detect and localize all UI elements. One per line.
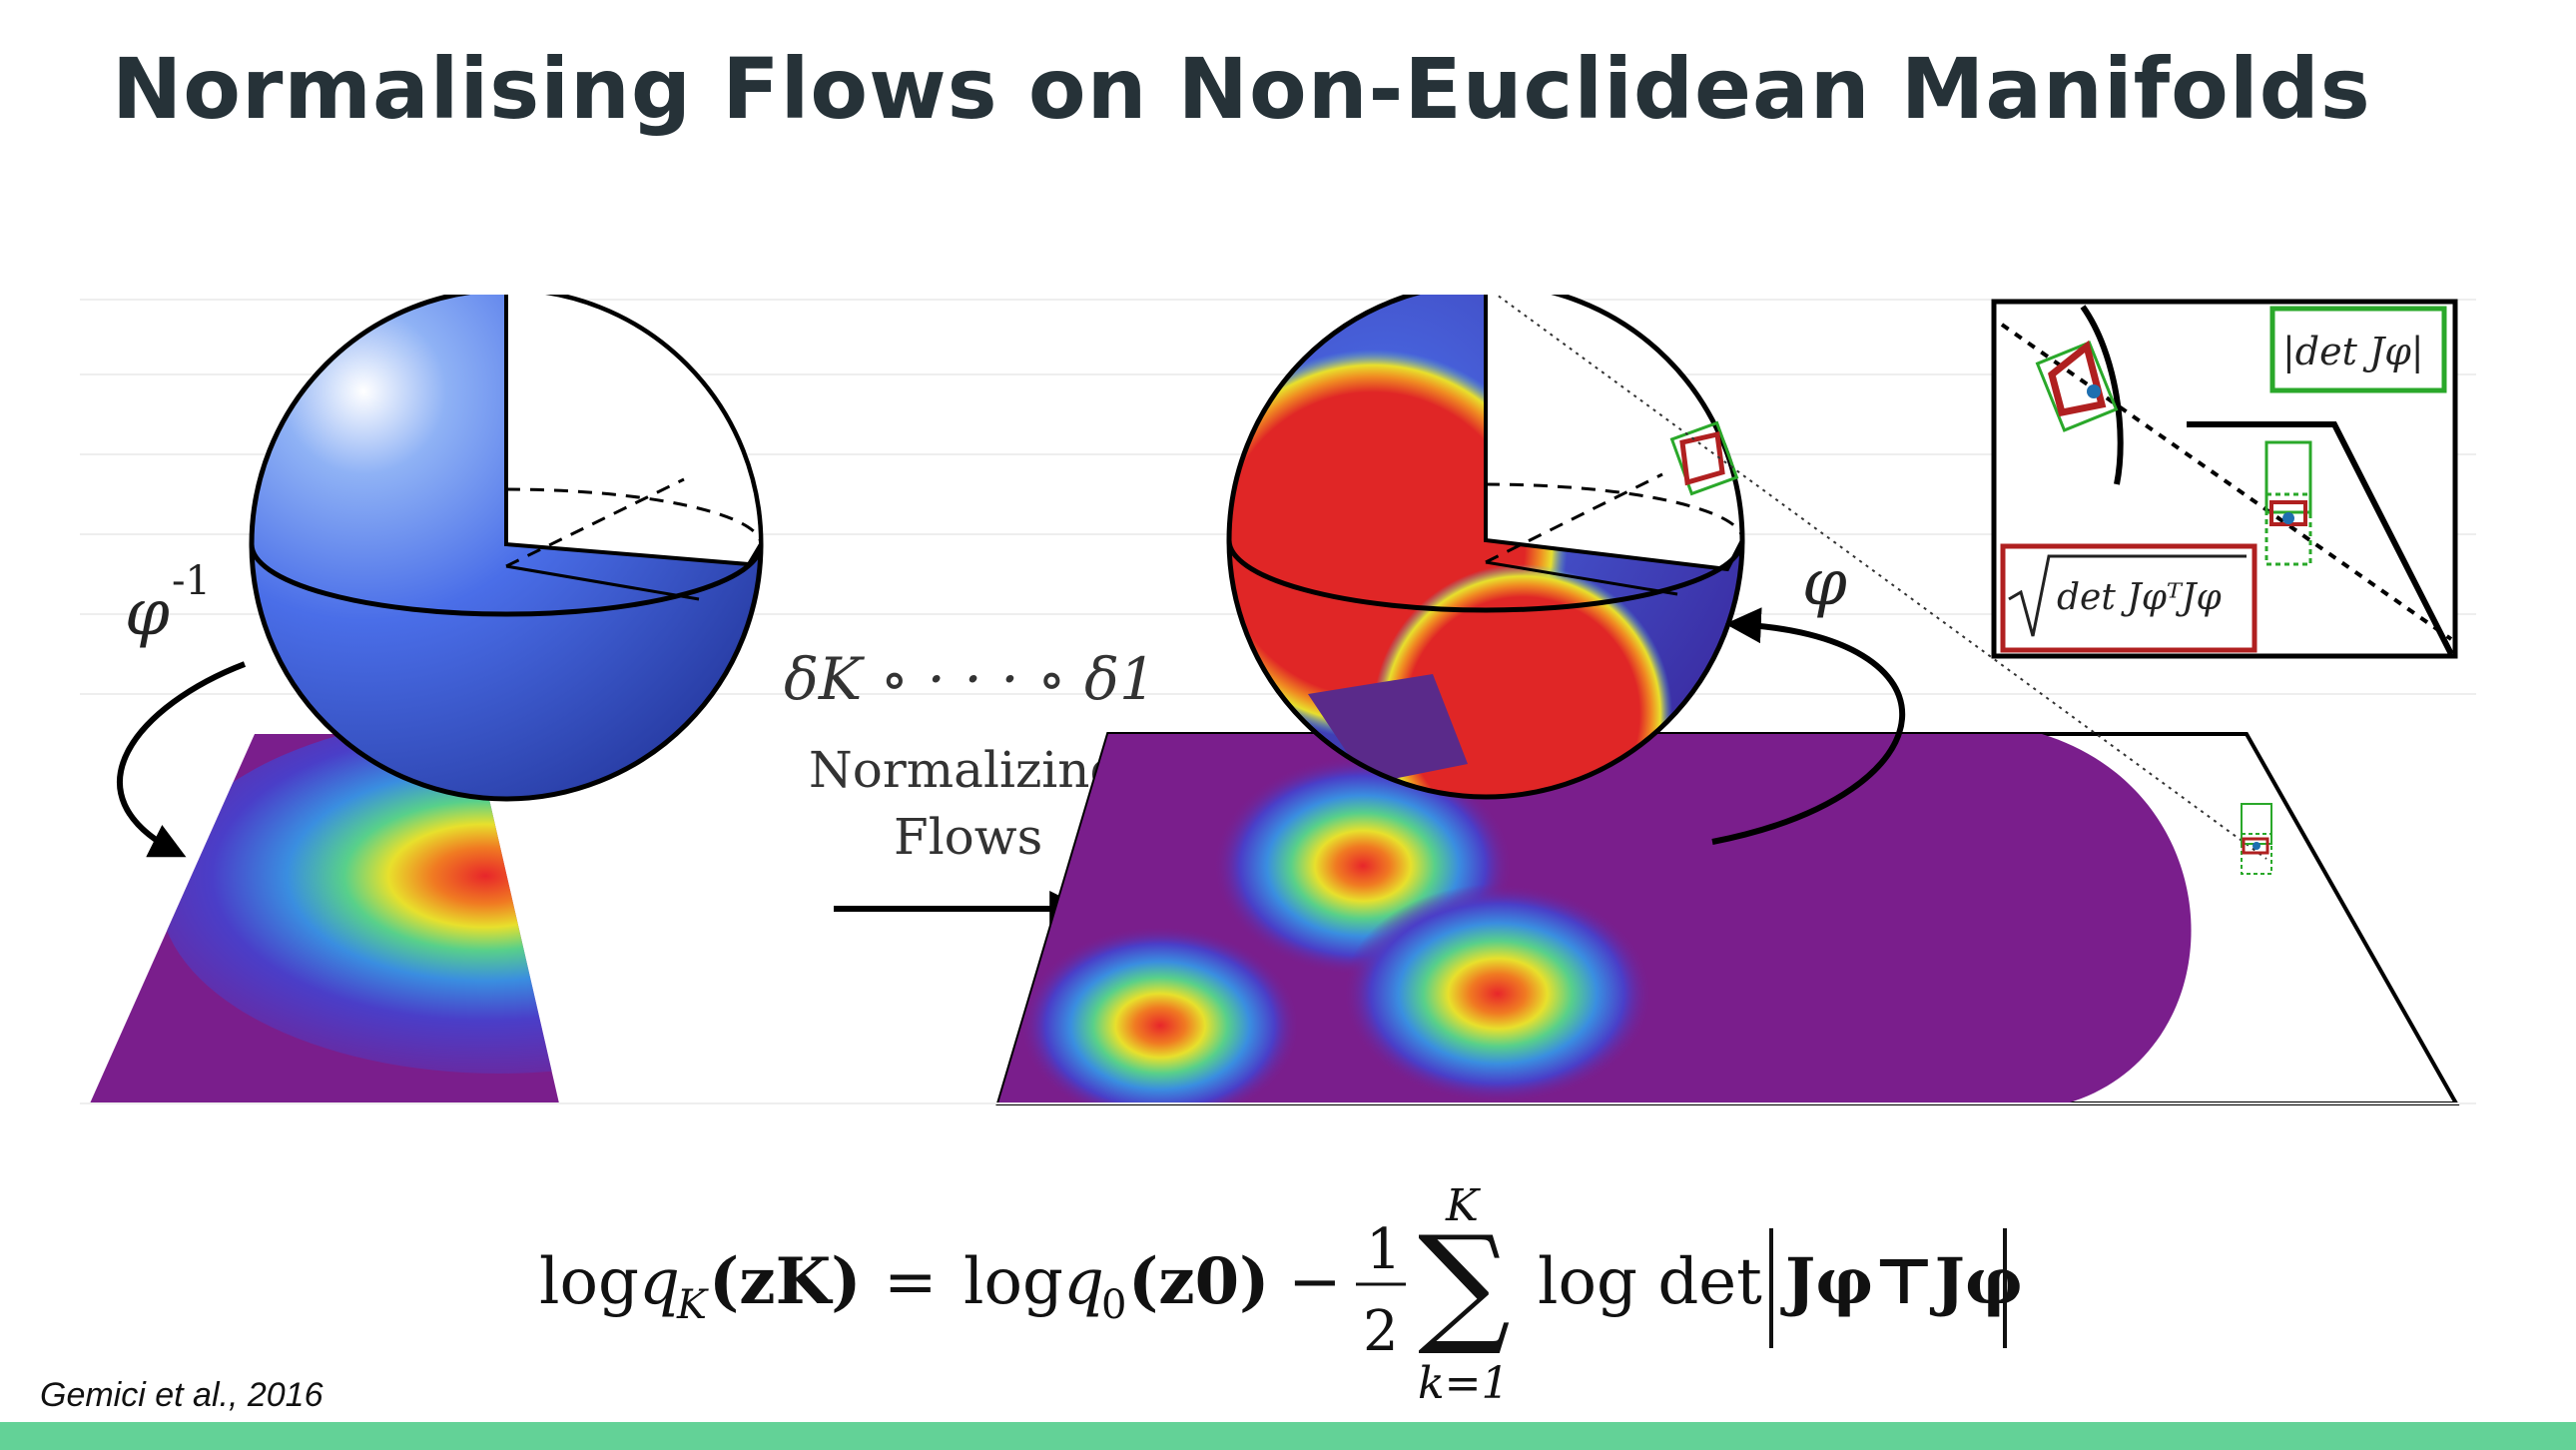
flow-label-line1: Normalizing xyxy=(809,741,1122,799)
projection-line xyxy=(1495,295,2267,860)
eq-frac-num: 1 xyxy=(1366,1217,1402,1282)
eq-rhs-arg: (z0) xyxy=(1128,1244,1269,1319)
right-sphere xyxy=(1226,295,1745,800)
forward-map-label: φ xyxy=(1802,546,1847,620)
eq-jacobian: Jφ⊤Jφ xyxy=(1780,1244,2023,1319)
inset-abs-det-label: |det Jφ| xyxy=(2282,330,2424,373)
composition-label: δK ∘ · · · ∘ δ1 xyxy=(784,645,1156,713)
forward-map-arrow xyxy=(1711,607,1905,845)
inverse-map-exponent: -1 xyxy=(172,558,211,604)
inverse-map-arrow xyxy=(117,661,247,858)
eq-rhs-sub: 0 xyxy=(1101,1282,1126,1328)
eq-rhs-q: q xyxy=(1063,1245,1104,1319)
eq-rhs-log: log xyxy=(964,1245,1063,1319)
plane-patch xyxy=(2241,803,2272,875)
jacobian-inset: |det Jφ| det JφᵀJφ xyxy=(1991,299,2458,659)
eq-minus: − xyxy=(1288,1245,1342,1319)
left-sphere xyxy=(249,295,764,802)
eq-lhs-q: q xyxy=(639,1245,680,1319)
eq-lhs-arg: (zK) xyxy=(709,1244,862,1319)
slide-title: Normalising Flows on Non-Euclidean Manif… xyxy=(112,40,2371,138)
flow-label-line2: Flows xyxy=(894,808,1042,866)
log-density-equation: log q K (zK) = log q 0 (z0) − 1 2 K ∑ k=… xyxy=(539,1180,2023,1409)
eq-frac-den: 2 xyxy=(1363,1299,1399,1364)
eq-equals: = xyxy=(884,1245,938,1319)
inverse-map-label: φ xyxy=(125,576,170,650)
right-density-plane xyxy=(998,734,2192,1103)
citation: Gemici et al., 2016 xyxy=(40,1376,323,1414)
eq-lhs-log: log xyxy=(539,1245,639,1319)
footer-bar xyxy=(0,1422,2576,1450)
eq-lhs-sub: K xyxy=(676,1282,709,1328)
manifold-flow-figure: φ -1 δK ∘ · · · ∘ δ1 Normalizing Flows xyxy=(80,295,2476,1105)
left-density-plane xyxy=(90,734,559,1103)
eq-sum-sign: ∑ xyxy=(1418,1207,1511,1359)
eq-sum-lower: k=1 xyxy=(1418,1358,1510,1409)
inset-sqrt-det-label: det JφᵀJφ xyxy=(2057,577,2222,618)
eq-sum-upper: K xyxy=(1445,1180,1481,1231)
eq-log-det: log det xyxy=(1538,1245,1762,1319)
